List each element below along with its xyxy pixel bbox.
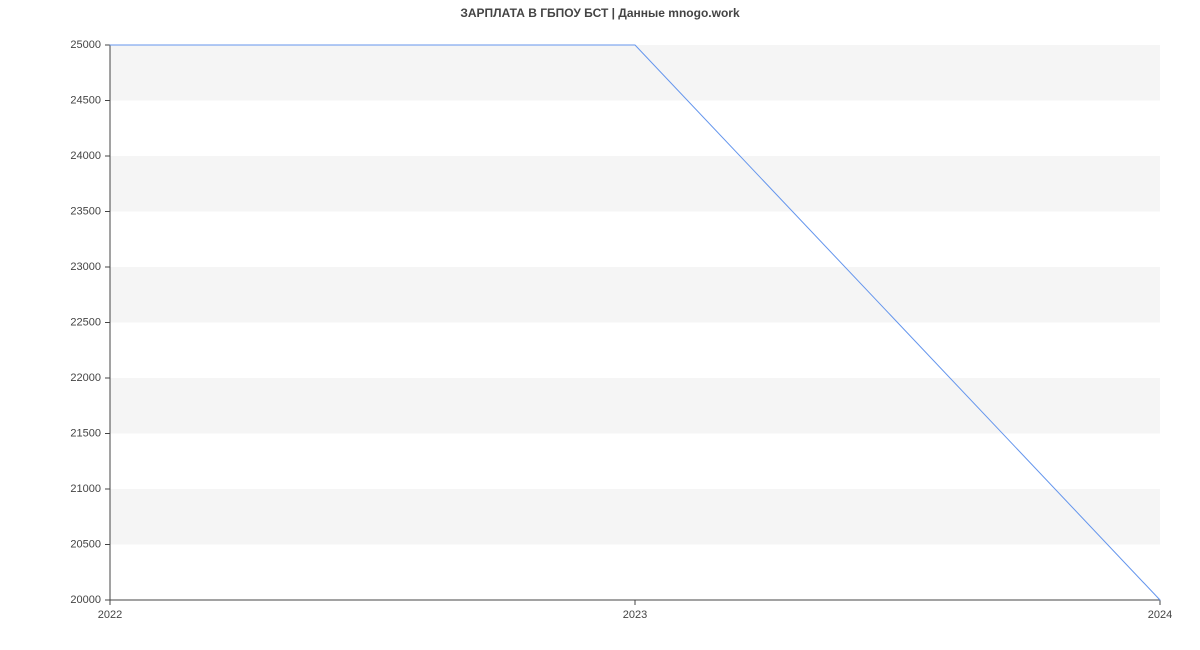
grid-band <box>110 378 1160 434</box>
y-tick-label: 24000 <box>70 150 101 162</box>
grid-band <box>110 45 1160 101</box>
y-tick-label: 21500 <box>70 427 101 439</box>
y-tick-label: 20500 <box>70 538 101 550</box>
line-chart: ЗАРПЛАТА В ГБПОУ БСТ | Данные mnogo.work… <box>0 0 1200 650</box>
grid-band <box>110 101 1160 157</box>
grid-band <box>110 434 1160 490</box>
y-tick-label: 20000 <box>70 594 101 606</box>
y-tick-label: 23500 <box>70 205 101 217</box>
y-tick-label: 21000 <box>70 483 101 495</box>
grid-band <box>110 267 1160 323</box>
y-tick-label: 22000 <box>70 372 101 384</box>
grid-band <box>110 323 1160 379</box>
grid-band <box>110 212 1160 268</box>
x-tick-label: 2022 <box>98 609 122 621</box>
chart-svg: 20000 20500 21000 21500 22000 22500 23000 23500… <box>0 0 1200 650</box>
x-tick-label: 2023 <box>623 609 647 621</box>
y-tick-label: 25000 <box>70 39 101 51</box>
x-tick-label: 2024 <box>1148 609 1172 621</box>
grid-band <box>110 156 1160 212</box>
grid-band <box>110 545 1160 601</box>
chart-title: ЗАРПЛАТА В ГБПОУ БСТ | Данные mnogo.work <box>0 6 1200 20</box>
y-tick-label: 23000 <box>70 261 101 273</box>
y-tick-label: 22500 <box>70 316 101 328</box>
grid-band <box>110 489 1160 545</box>
y-tick-label: 24500 <box>70 94 101 106</box>
